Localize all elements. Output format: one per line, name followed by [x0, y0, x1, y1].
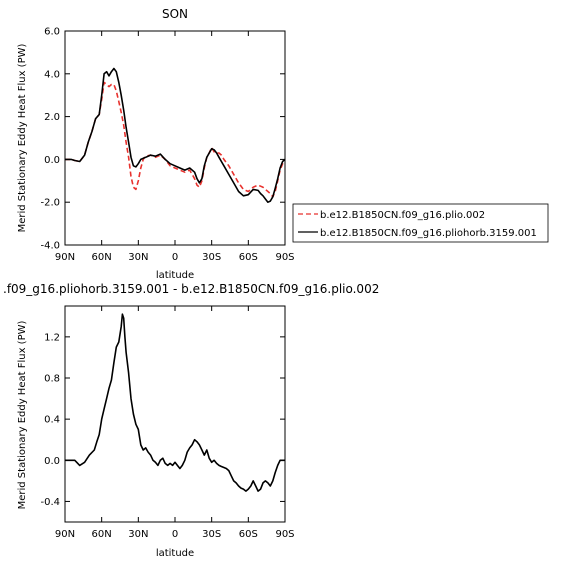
top-y-tick-label: 0.0 [44, 155, 60, 166]
top-x-tick-label: 90S [275, 252, 294, 263]
top-x-tick-label: 30S [202, 252, 221, 263]
top-chart-ylabel: Merid Stationary Eddy Heat Flux (PW) [17, 44, 28, 233]
bottom-x-tick-label: 90S [275, 529, 294, 540]
bottom-x-tick-label: 30S [202, 529, 221, 540]
top-y-tick-label: 6.0 [44, 27, 60, 38]
top-x-tick-label: 60N [92, 252, 112, 263]
bottom-x-tick-labels: 90N 60N 30N 0 30S 60S 90S [55, 529, 295, 540]
top-y-tick-labels: -4.0 -2.0 0.0 2.0 4.0 6.0 [40, 27, 60, 252]
top-y-tick-label: -4.0 [40, 241, 60, 252]
top-y-tick-label: -2.0 [40, 198, 60, 209]
top-chart-panel: SON Merid Stationary Eddy Heat Flux (PW)… [17, 7, 295, 281]
bottom-chart-panel: .f09_g16.pliohorb.3159.001 - b.e12.B1850… [3, 282, 379, 559]
bottom-x-tick-label: 60N [92, 529, 112, 540]
bottom-series-lines [65, 313, 285, 492]
bottom-series-line-1 [65, 313, 285, 492]
top-x-tick-label: 90N [55, 252, 75, 263]
top-y-tick-label: 4.0 [44, 69, 60, 80]
bottom-chart-title: .f09_g16.pliohorb.3159.001 - b.e12.B1850… [3, 282, 379, 296]
legend-label-series-1: b.e12.B1850CN.f09_g16.plio.002 [320, 210, 485, 221]
bottom-y-tick-label: -0.4 [40, 497, 60, 508]
top-y-tick-label: 2.0 [44, 112, 60, 123]
bottom-x-tick-label: 30N [128, 529, 148, 540]
bottom-y-tick-label: 0.8 [44, 374, 60, 385]
bottom-x-tick-label: 90N [55, 529, 75, 540]
top-chart-title: SON [162, 7, 188, 21]
bottom-chart-xlabel: latitude [156, 548, 194, 559]
top-chart-xlabel: latitude [156, 270, 194, 281]
bottom-y-tick-labels: -0.4 0.0 0.4 0.8 1.2 [40, 332, 60, 508]
top-x-tick-label: 0 [172, 252, 178, 263]
top-series-line-1 [65, 81, 286, 198]
top-x-tick-labels: 90N 60N 30N 0 30S 60S 90S [55, 252, 295, 263]
top-x-tick-label: 60S [239, 252, 258, 263]
top-tick-marks [64, 30, 286, 246]
bottom-plot-frame [64, 305, 286, 523]
legend-label-series-2: b.e12.B1850CN.f09_g16.pliohorb.3159.001 [320, 228, 537, 239]
legend-box [292, 203, 549, 243]
bottom-tick-marks [64, 306, 286, 522]
bottom-y-tick-label: 0.4 [44, 415, 60, 426]
bottom-x-tick-label: 0 [172, 529, 178, 540]
top-x-tick-label: 30N [128, 252, 148, 263]
bottom-chart-ylabel: Merid Stationary Eddy Heat Flux (PW) [17, 321, 28, 510]
top-series-lines [65, 67, 286, 203]
legend: b.e12.B1850CN.f09_g16.plio.002 b.e12.B18… [292, 203, 549, 243]
top-plot-frame [64, 30, 286, 246]
bottom-y-tick-label: 0.0 [44, 456, 60, 467]
bottom-x-tick-label: 60S [239, 529, 258, 540]
bottom-y-tick-label: 1.2 [44, 332, 60, 343]
top-series-line-2 [65, 67, 286, 203]
